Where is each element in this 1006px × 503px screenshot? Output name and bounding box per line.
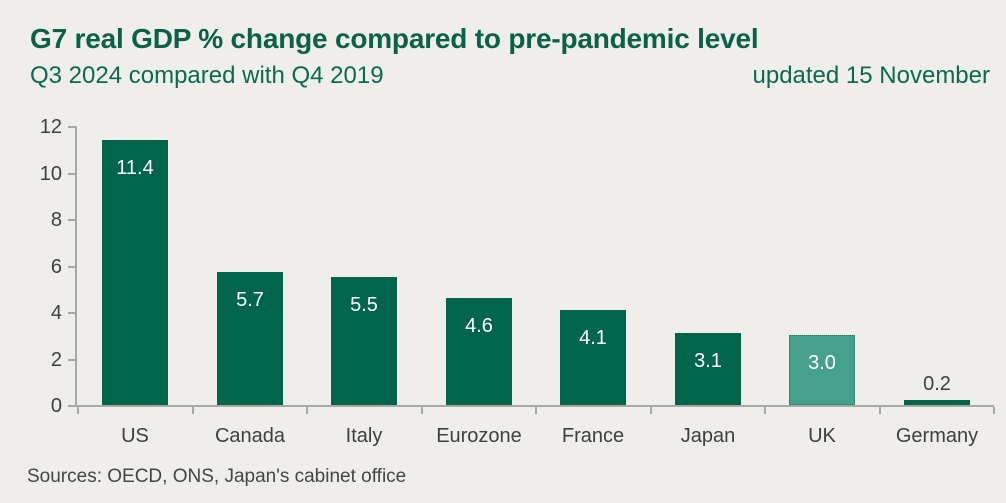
y-axis-tick xyxy=(68,312,75,314)
x-tick-label: Eurozone xyxy=(436,425,522,447)
sources-note: Sources: OECD, ONS, Japan's cabinet offi… xyxy=(27,466,407,487)
x-tick-label: France xyxy=(561,425,625,447)
bar-italy xyxy=(331,277,397,405)
bar-value-label: 5.7 xyxy=(236,289,264,311)
chart-title: G7 real GDP % change compared to pre-pan… xyxy=(30,23,759,54)
x-tick-label: Italy xyxy=(345,425,383,447)
x-axis-tick xyxy=(77,407,79,414)
x-axis-tick xyxy=(879,407,881,414)
x-axis-tick xyxy=(764,407,766,414)
y-axis xyxy=(75,126,77,407)
bar-value-label: 4.6 xyxy=(465,315,493,337)
x-axis xyxy=(75,405,994,407)
y-axis-tick xyxy=(68,173,75,175)
x-tick-label: Canada xyxy=(214,425,286,447)
x-tick-label: US xyxy=(121,425,149,447)
y-axis-tick xyxy=(68,266,75,268)
y-axis-tick xyxy=(68,126,75,128)
bar-value-label: 3.1 xyxy=(694,350,722,372)
bar-us xyxy=(102,140,168,405)
bar-value-label: 5.5 xyxy=(350,294,378,316)
bar-chart: 0 2 4 6 8 10 12 11.4 US 5.7 Canada 5.5 Italy 4.6 Euroz… xyxy=(39,116,995,447)
x-axis-tick xyxy=(535,407,537,414)
x-tick-label: UK xyxy=(808,425,836,447)
y-axis-tick xyxy=(68,219,75,221)
y-tick-label: 6 xyxy=(50,256,62,278)
y-tick-label: 10 xyxy=(39,163,62,185)
bar-value-label: 11.4 xyxy=(116,157,154,179)
x-axis-tick xyxy=(993,407,995,414)
bar-france xyxy=(560,310,626,405)
x-axis-tick xyxy=(192,407,194,414)
bar-canada xyxy=(217,272,283,405)
bar-value-label: 3.0 xyxy=(808,352,836,374)
bar-germany xyxy=(904,400,970,405)
y-axis-tick xyxy=(68,359,75,361)
x-axis-tick xyxy=(650,407,652,414)
bar-uk xyxy=(789,335,855,405)
y-axis-tick xyxy=(68,405,75,407)
x-tick-label: Germany xyxy=(895,425,979,447)
x-tick-label: Japan xyxy=(680,425,736,447)
bar-value-label: 0.2 xyxy=(923,373,951,395)
y-tick-label: 2 xyxy=(50,349,62,371)
updated-date-label: updated 15 November xyxy=(752,62,991,89)
y-tick-label: 12 xyxy=(39,116,62,138)
bar-eurozone xyxy=(446,298,512,405)
x-axis-tick xyxy=(306,407,308,414)
y-tick-label: 8 xyxy=(50,209,62,231)
chart-subtitle: Q3 2024 compared with Q4 2019 xyxy=(30,62,384,89)
y-tick-label: 0 xyxy=(50,395,62,417)
bar-japan xyxy=(675,333,741,405)
bar-value-label: 4.1 xyxy=(579,327,607,349)
y-tick-label: 4 xyxy=(50,302,62,324)
x-axis-tick xyxy=(421,407,423,414)
